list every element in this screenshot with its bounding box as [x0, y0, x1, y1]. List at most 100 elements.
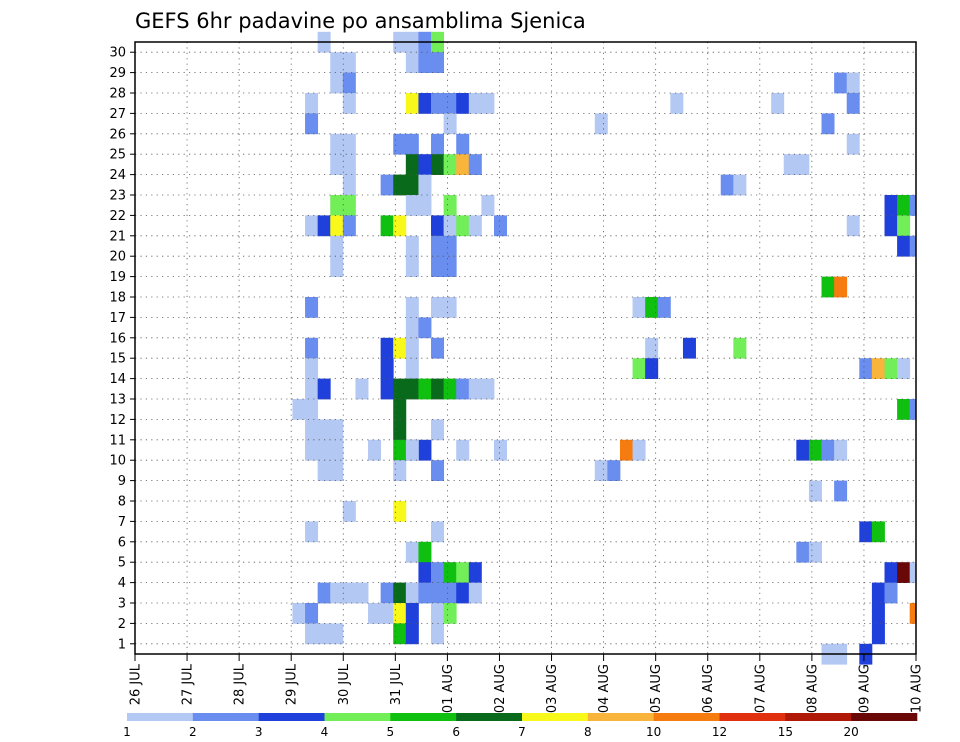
heatmap-cell [431, 52, 445, 73]
y-tick-label: 12 [109, 413, 126, 428]
heatmap-cell [720, 174, 734, 196]
heatmap-cell [305, 297, 319, 318]
heatmap-cell [305, 358, 319, 379]
y-tick-label: 23 [109, 189, 126, 204]
x-tick-label: 31 JUL [389, 663, 404, 705]
heatmap-cell [405, 603, 419, 624]
y-tick-label: 20 [109, 250, 126, 265]
y-tick-label: 4 [118, 576, 126, 591]
heatmap-cell [342, 174, 356, 196]
heatmap-cell [393, 501, 407, 522]
heatmap-cell [456, 93, 470, 114]
heatmap-cell [305, 603, 319, 624]
heatmap-cell [431, 460, 445, 481]
heatmap-cell [342, 582, 356, 604]
heatmap-cell [393, 460, 407, 481]
heatmap-cell [884, 195, 898, 216]
heatmap-cell [431, 419, 445, 441]
heatmap-cell [897, 562, 911, 583]
heatmap-cell [330, 235, 344, 257]
heatmap-cell [342, 215, 356, 237]
heatmap-cells [292, 31, 917, 665]
heatmap-cell [821, 276, 835, 298]
heatmap-cell [909, 235, 917, 257]
heatmap-cell [443, 195, 457, 216]
y-tick-label: 13 [109, 393, 126, 408]
heatmap-cell [405, 582, 419, 604]
heatmap-cell [405, 623, 419, 645]
heatmap-cell [342, 72, 356, 94]
heatmap-cell [305, 378, 319, 400]
heatmap-cell [317, 378, 331, 400]
colorbar-label: 3 [255, 725, 263, 739]
y-tick-label: 30 [109, 46, 126, 61]
heatmap-cell [884, 562, 898, 583]
heatmap-cell [431, 297, 445, 318]
heatmap-cell [330, 215, 344, 237]
heatmap-cell [393, 419, 407, 441]
heatmap-cell [468, 215, 482, 237]
heatmap-cell [670, 93, 684, 114]
heatmap-cell [418, 582, 432, 604]
heatmap-cell [871, 582, 885, 604]
heatmap-cell [380, 215, 394, 237]
heatmap-cell [834, 276, 848, 298]
colorbar-swatch [851, 713, 918, 721]
heatmap-cell [393, 623, 407, 645]
heatmap-cell [733, 174, 747, 196]
heatmap-cell [607, 460, 621, 481]
heatmap-cell [796, 154, 810, 175]
colorbar-label: 12 [712, 725, 727, 739]
heatmap-cell [380, 358, 394, 379]
x-tick-label: 09 AUG [857, 664, 872, 713]
heatmap-cell [405, 93, 419, 114]
heatmap-cell [405, 174, 419, 196]
heatmap-cell [808, 480, 822, 502]
heatmap-cell [405, 133, 419, 155]
heatmap-cell [871, 358, 885, 379]
chart-title: GEFS 6hr padavine po ansamblima Sjenica [135, 9, 586, 33]
heatmap-cell [305, 337, 319, 359]
heatmap-cell [368, 439, 382, 461]
heatmap-cell [443, 297, 457, 318]
heatmap-cell [443, 235, 457, 257]
heatmap-cell [632, 439, 646, 461]
heatmap-cell [619, 439, 633, 461]
heatmap-cell [305, 399, 319, 420]
y-tick-label: 2 [118, 617, 126, 632]
heatmap-cell [456, 215, 470, 237]
heatmap-cell [342, 195, 356, 216]
heatmap-cell [796, 439, 810, 461]
heatmap-cell [405, 195, 419, 216]
colorbar-label: 10 [646, 725, 661, 739]
heatmap-cell [443, 256, 457, 277]
heatmap-cell [846, 133, 860, 155]
heatmap-cell [808, 439, 822, 461]
x-tick-label: 26 JUL [129, 663, 144, 705]
heatmap-cell [330, 582, 344, 604]
colorbar-label: 8 [584, 725, 592, 739]
y-tick-label: 9 [118, 474, 126, 489]
colorbar: 1 2 3 4 5 6 7 8 10 12 15 20 [123, 713, 918, 739]
heatmap-cell [393, 399, 407, 420]
heatmap-cell [846, 215, 860, 237]
heatmap-cell [834, 480, 848, 502]
x-tick-label: 10 AUG [910, 664, 925, 713]
heatmap-cell [330, 195, 344, 216]
heatmap-cell [431, 215, 445, 237]
heatmap-cell [431, 154, 445, 175]
heatmap-cell [393, 603, 407, 624]
heatmap-cell [380, 603, 394, 624]
heatmap-cell [771, 93, 785, 114]
y-tick-label: 14 [109, 372, 126, 387]
heatmap-cell [355, 378, 369, 400]
heatmap-cell [468, 154, 482, 175]
y-tick-label: 28 [109, 87, 126, 102]
heatmap-cell [405, 378, 419, 400]
colorbar-label: 2 [189, 725, 197, 739]
heatmap-cell [443, 562, 457, 583]
heatmap-cell [431, 256, 445, 277]
colorbar-label: 4 [321, 725, 329, 739]
heatmap-cell [456, 154, 470, 175]
y-tick-label: 24 [109, 168, 126, 183]
